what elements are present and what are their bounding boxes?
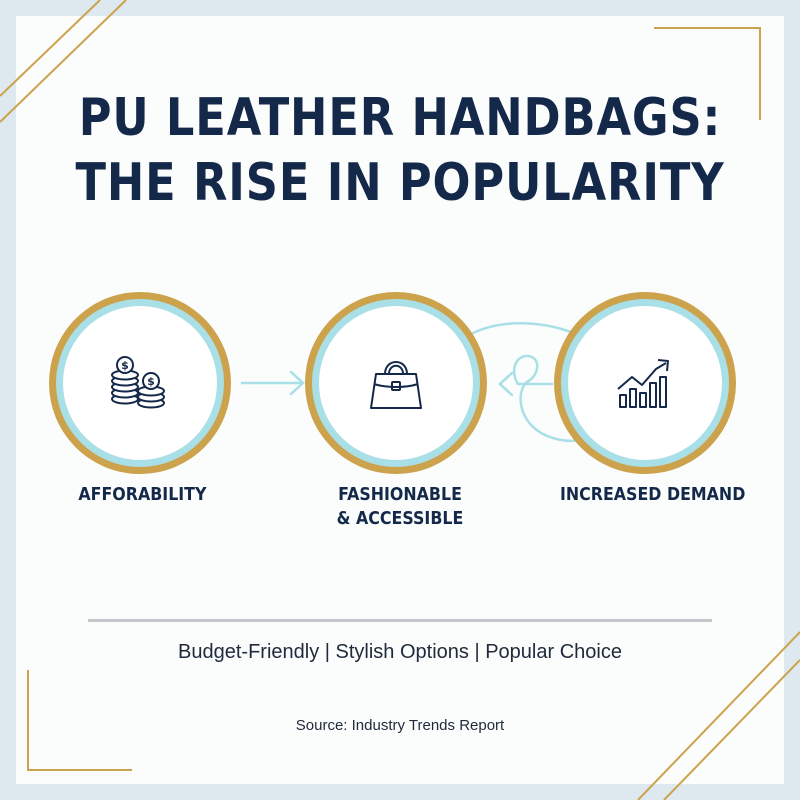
step-label-line-1: FASHIONABLE	[338, 484, 462, 505]
svg-text:$: $	[121, 359, 129, 372]
step-label-demand: INCREASED DEMAND	[560, 484, 746, 505]
divider	[88, 619, 712, 622]
source-note: Source: Industry Trends Report	[295, 717, 505, 734]
step-circle-affordability: $ $	[63, 306, 217, 460]
step-circle-fashionable	[319, 306, 473, 460]
step-label-line-2: & ACCESSIBLE	[336, 508, 464, 529]
arrow-right-connector	[240, 370, 305, 396]
step-label-affordability: AFFORABILITY	[78, 484, 207, 505]
step-label-fashionable: FASHIONABLE & ACCESSIBLE	[330, 483, 471, 531]
title-line-1: PU LEATHER HANDBAGS:	[78, 88, 722, 148]
title-line-2: THE RISE IN POPULARITY	[75, 153, 725, 213]
rising-bar-chart-icon	[617, 359, 669, 408]
step-circle-demand	[568, 306, 722, 460]
handbag-icon	[370, 361, 422, 409]
arrow-loop-connector	[460, 322, 604, 442]
coin-stacks-icon: $ $	[111, 356, 165, 409]
svg-text:$: $	[147, 375, 155, 388]
tagline: Budget-Friendly | Stylish Options | Popu…	[178, 641, 622, 663]
